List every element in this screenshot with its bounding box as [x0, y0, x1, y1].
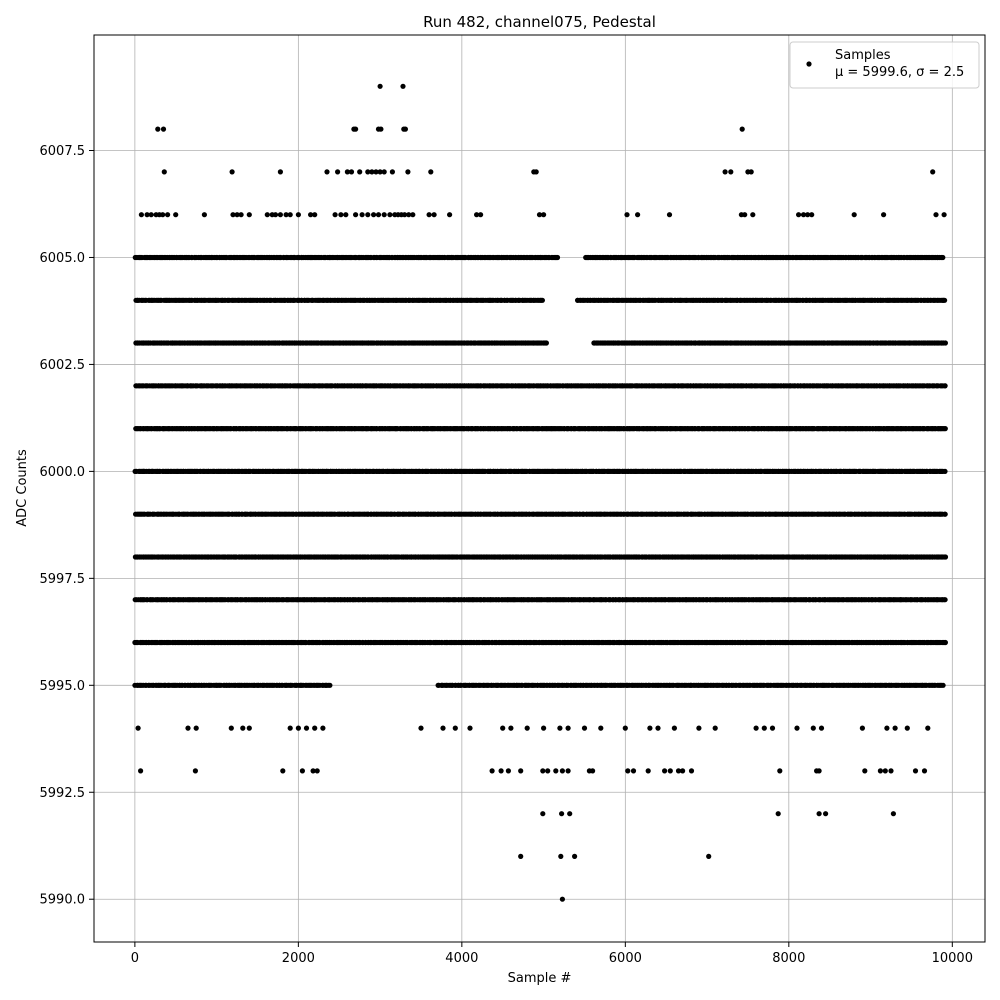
chart-title: Run 482, channel075, Pedestal	[423, 13, 656, 31]
data-point	[942, 383, 948, 389]
data-point	[942, 639, 949, 646]
data-point	[942, 426, 948, 432]
data-point	[942, 511, 948, 517]
data-points	[132, 83, 949, 902]
data-point	[539, 297, 546, 303]
data-point	[543, 340, 550, 346]
grid-lines	[94, 35, 985, 942]
data-point	[942, 340, 949, 346]
data-point	[942, 554, 949, 560]
data-point	[942, 468, 948, 474]
data-point	[942, 597, 948, 603]
